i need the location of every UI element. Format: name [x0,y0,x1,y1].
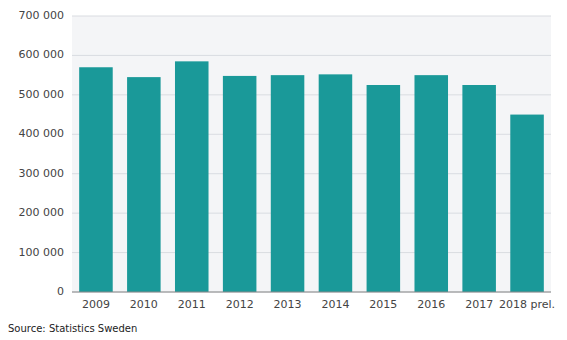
bar [79,67,113,292]
y-axis: 0 100 000 200 000 300 000 400 000 500 000 600 … [19,9,552,298]
bar [319,74,353,292]
x-axis: 2009 2010 2011 2012 2013 2014 2015 2016 2017 2018… [82,298,555,311]
y-tick-label: 700 000 [19,9,65,22]
x-tick-label: 2011 [178,298,206,311]
y-tick-label: 600 000 [19,48,65,61]
bar [175,61,209,292]
x-tick-label: 2016 [417,298,445,311]
bar [367,85,401,292]
y-tick-label: 0 [57,285,64,298]
grid-line [72,55,551,56]
grid-line [72,292,551,293]
y-tick-label: 500 000 [19,88,65,101]
bar [462,85,496,292]
source-note: Source: Statistics Sweden [8,323,137,334]
bar [223,76,257,292]
y-tick-label: 200 000 [19,206,65,219]
chart: 0 100 000 200 000 300 000 400 000 500 000 600 … [0,0,567,340]
bar [271,75,305,292]
x-tick-label: 2010 [130,298,158,311]
x-axis-line [72,292,551,293]
grid-line [72,16,551,17]
x-tick-label: 2009 [82,298,110,311]
x-tick-label: 2012 [226,298,254,311]
bar [127,77,161,292]
x-tick-label: 2018 prel. [499,298,555,311]
y-tick-label: 300 000 [19,167,65,180]
bar [414,75,448,292]
y-tick-label: 100 000 [19,246,65,259]
bars [79,61,544,292]
x-tick-label: 2015 [369,298,397,311]
x-tick-label: 2017 [465,298,493,311]
plot-background [72,16,551,292]
bar [510,115,544,292]
y-tick-label: 400 000 [19,127,65,140]
x-tick-label: 2014 [321,298,349,311]
x-tick-label: 2013 [274,298,302,311]
